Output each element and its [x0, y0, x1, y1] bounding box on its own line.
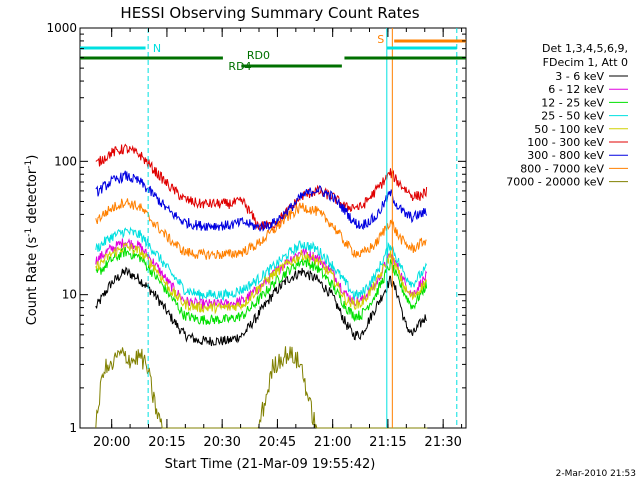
y-tick-label: 1000: [46, 21, 77, 35]
series-line-0: [95, 266, 428, 347]
series-group: [95, 143, 428, 429]
series-line-8: [95, 346, 428, 429]
x-tick-label: 21:00: [314, 435, 351, 450]
legend-label: 800 - 7000 keV: [520, 162, 604, 175]
chart-title: HESSI Observing Summary Count Rates: [120, 4, 419, 22]
legend-header: FDecim 1, Att 0: [543, 56, 628, 69]
n-label: N: [153, 42, 161, 55]
series-line-4: [95, 242, 428, 315]
legend-label: 3 - 6 keV: [555, 70, 604, 83]
y-tick-label: 100: [54, 154, 77, 168]
x-tick-label: 20:15: [148, 435, 185, 450]
footer-timestamp: 2-Mar-2010 21:53: [556, 469, 636, 479]
y-ticks: 1 10 100 1000: [46, 21, 466, 435]
series-line-2: [95, 246, 428, 326]
rd4-label: RD4: [228, 60, 251, 73]
x-tick-label: 21:15: [369, 435, 406, 450]
legend-label: 7000 - 20000 keV: [506, 176, 604, 189]
legend-label: 100 - 300 keV: [527, 136, 604, 149]
rd0-label: RD0: [247, 49, 270, 62]
plot-area: [79, 27, 467, 429]
legend-header: Det 1,3,4,5,6,9,: [542, 42, 628, 55]
x-tick-label: 20:45: [259, 435, 296, 450]
x-tick-label: 21:30: [424, 435, 461, 450]
legend-label: 12 - 25 keV: [541, 96, 604, 109]
legend-label: 50 - 100 keV: [534, 123, 604, 136]
x-tick-label: 20:30: [203, 435, 240, 450]
x-tick-label: 20:00: [93, 435, 130, 450]
x-axis-label: Start Time (21-Mar-09 19:55:42): [165, 457, 376, 472]
plot-frame: [79, 27, 467, 429]
series-line-6: [95, 170, 428, 232]
legend-label: 6 - 12 keV: [548, 83, 604, 96]
series-line-7: [95, 198, 427, 260]
y-axis-label: Count Rate (s-1 detector-1): [24, 155, 40, 326]
y-tick-label: 10: [62, 288, 77, 302]
series-line-3: [95, 226, 428, 302]
legend: Det 1,3,4,5,6,9,FDecim 1, Att 03 - 6 keV…: [506, 42, 628, 189]
s-label: S: [377, 33, 384, 46]
y-tick-label: 1: [69, 421, 77, 435]
legend-label: 300 - 800 keV: [527, 149, 604, 162]
legend-label: 25 - 50 keV: [541, 110, 604, 123]
x-ticks: 20:00 20:15 20:30 20:45 21:00 21:15 21:30: [93, 28, 463, 450]
